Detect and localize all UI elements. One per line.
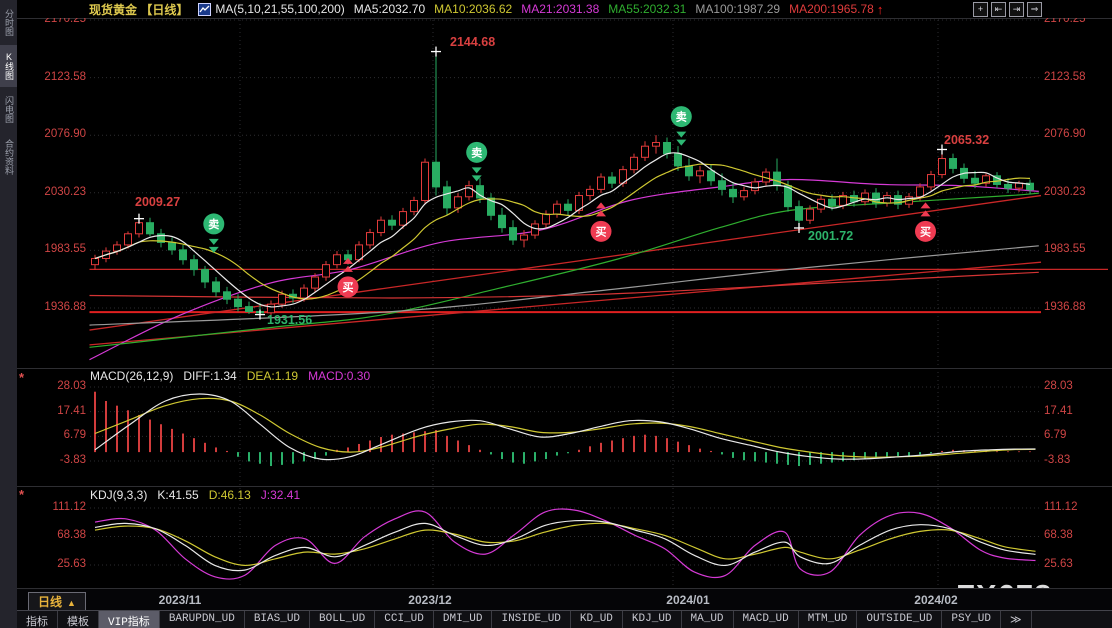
tab-boll_ud[interactable]: BOLL_UD <box>310 611 376 628</box>
tab-bias_ud[interactable]: BIAS_UD <box>245 611 311 628</box>
chart-toolbar: + ⇤ ⇥ ⇒ <box>973 2 1042 17</box>
pan-right-icon[interactable]: ⇥ <box>1009 2 1024 17</box>
trend-up-arrow-icon: ↑ <box>876 1 884 17</box>
indicator-tab-bar: 指标 模板 VIP指标 BARUPDN_UD BIAS_UD BOLL_UD CCI_UD D… <box>17 610 1112 628</box>
tab-vip[interactable]: VIP指标 <box>99 611 160 628</box>
tab-ma_ud[interactable]: MA_UD <box>682 611 734 628</box>
ma-value-label: MA200:1965.78 <box>789 2 874 16</box>
pan-left-icon[interactable]: ⇤ <box>991 2 1006 17</box>
tab-dmi_ud[interactable]: DMI_UD <box>434 611 493 628</box>
macd-histogram <box>94 391 1031 467</box>
ma-value-label: MA5:2032.70 <box>353 2 426 16</box>
ma-line-MA55 <box>89 192 1039 348</box>
d-line <box>94 522 1036 567</box>
x-axis-bar: 日线 ▲ 2023/11 2023/12 2024/01 2024/02 <box>17 588 1112 612</box>
trend-lines <box>89 194 1042 346</box>
svg-text:买: 买 <box>343 281 354 294</box>
buy-signal-marker: 买 <box>590 202 612 242</box>
trade-signals: 卖卖卖买买买 <box>203 106 936 298</box>
svg-text:买: 买 <box>920 225 931 238</box>
swing-crosses <box>134 46 947 320</box>
ma-line-MA10 <box>94 163 1031 300</box>
ma-overlays <box>89 178 1039 361</box>
sell-signal-marker: 卖 <box>670 106 692 146</box>
x-axis-date-label: 2023/12 <box>408 593 452 607</box>
x-axis-date-label: 2024/01 <box>666 593 710 607</box>
svg-text:卖: 卖 <box>471 145 482 159</box>
ma-line-MA100 <box>89 245 1039 326</box>
ma-line-MA21 <box>89 178 1039 361</box>
expand-panel-icon[interactable]: ⇒ <box>1027 2 1042 17</box>
svg-text:卖: 卖 <box>208 217 219 231</box>
tab-mtm_ud[interactable]: MTM_UD <box>799 611 858 628</box>
ma-line-MA5 <box>94 152 1031 308</box>
tab-[interactable]: ≫ <box>1001 611 1032 628</box>
ma-value-label: MA21:2031.38 <box>521 2 600 16</box>
sidebar-item-view[interactable]: 合约资料 <box>4 139 14 175</box>
x-axis-date-label: 2023/11 <box>158 593 202 607</box>
sell-signal-marker: 卖 <box>203 213 225 253</box>
top-bar: 现货黄金 【日线】 MA(5,10,21,55,100,200) MA5:203… <box>17 0 1112 18</box>
kdj-lines <box>94 508 1036 580</box>
tab-[interactable]: 模板 <box>58 611 99 628</box>
timeframe-button[interactable]: 日线 ▲ <box>28 592 86 612</box>
tab-inside_ud[interactable]: INSIDE_UD <box>492 611 571 628</box>
ma-value-label: MA100:1987.29 <box>695 2 781 16</box>
dropdown-up-icon: ▲ <box>67 598 76 608</box>
sidebar-item-kline[interactable]: K线图 <box>0 45 17 87</box>
candlestick-series <box>91 51 1034 316</box>
instrument-title: 现货黄金 【日线】 <box>89 2 189 17</box>
tab-[interactable]: 指标 <box>17 611 58 628</box>
k-line <box>94 519 1036 572</box>
ma-line-MA200 <box>89 271 1039 299</box>
tab-macd_ud[interactable]: MACD_UD <box>734 611 799 628</box>
tab-kdj_ud[interactable]: KDJ_UD <box>623 611 682 628</box>
macd-lines <box>94 393 1036 461</box>
ma-legend: MA5:2032.70 MA10:2036.62 MA21:2031.38 MA55:… <box>345 2 874 16</box>
j-line <box>94 508 1036 580</box>
fast-ma-lines <box>94 152 1031 308</box>
timeframe-label: 日线 <box>38 595 63 609</box>
crosshair-icon[interactable]: + <box>973 2 988 17</box>
sell-signal-marker: 卖 <box>466 141 488 182</box>
tab-cci_ud[interactable]: CCI_UD <box>375 611 434 628</box>
ma-value-label: MA55:2032.31 <box>608 2 687 16</box>
dea-line <box>94 397 1036 458</box>
ma-value-label: MA10:2036.62 <box>434 2 513 16</box>
tab-outside_ud[interactable]: OUTSIDE_UD <box>857 611 943 628</box>
svg-text:卖: 卖 <box>676 110 687 124</box>
tab-psy_ud[interactable]: PSY_UD <box>942 611 1001 628</box>
sidebar-item-view[interactable]: 闪电图 <box>4 96 14 123</box>
line-chart-icon <box>198 2 212 16</box>
tab-barupdn_ud[interactable]: BARUPDN_UD <box>160 611 245 628</box>
sidebar-item-view[interactable]: 分时图 <box>4 9 14 36</box>
x-axis-date-label: 2024/02 <box>914 593 958 607</box>
buy-signal-marker: 买 <box>337 257 359 298</box>
ma-settings-label: MA(5,10,21,55,100,200) <box>215 2 345 16</box>
buy-signal-marker: 买 <box>915 202 936 242</box>
diff-line <box>94 393 1036 461</box>
left-sidebar: 分时图 K线图闪电图合约资料 <box>0 0 17 628</box>
tab-kd_ud[interactable]: KD_UD <box>571 611 623 628</box>
svg-text:买: 买 <box>596 225 607 238</box>
